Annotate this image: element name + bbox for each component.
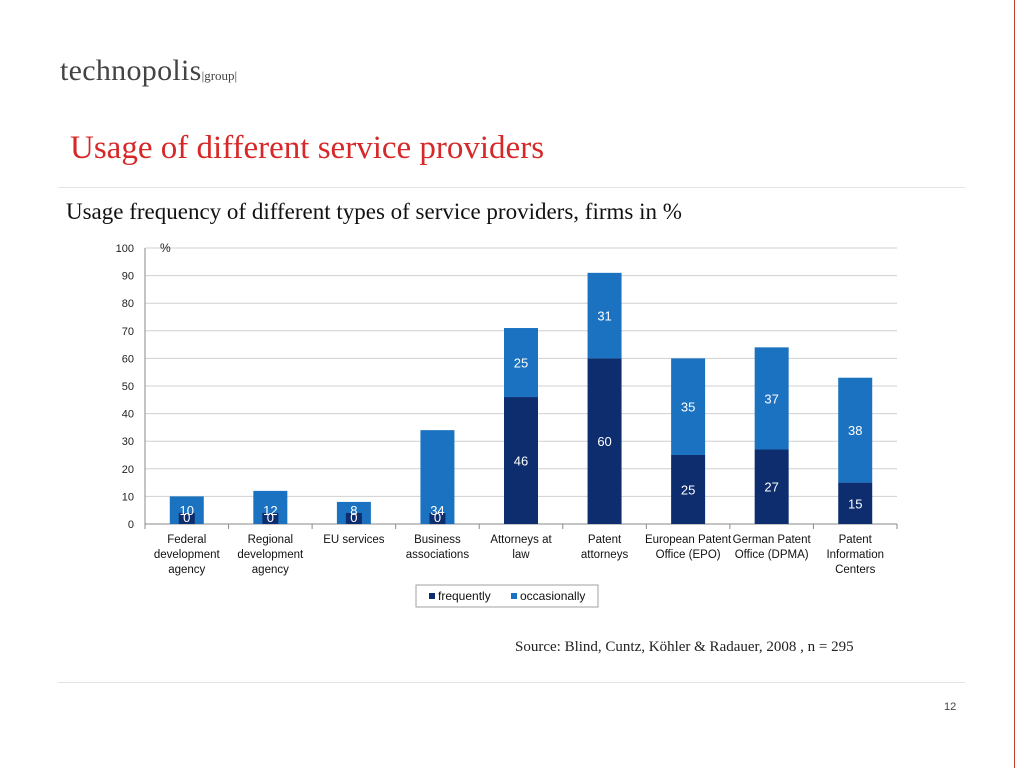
data-label-frequently: 25 (681, 483, 695, 498)
bar-frequently (587, 358, 622, 524)
right-edge-rule (1014, 0, 1015, 768)
x-category-label: Patent attorneys (581, 534, 629, 561)
legend-swatch-occasionally (511, 593, 517, 599)
x-category-label: Regional development agency (237, 534, 304, 576)
data-label-occasionally: 38 (848, 423, 862, 438)
legend-label-frequently: frequently (438, 589, 491, 603)
data-label-frequently: 27 (764, 480, 778, 495)
y-tick-label: 10 (122, 491, 134, 503)
x-category-label: Federal development agency (154, 534, 221, 576)
y-tick-label: 30 (122, 436, 134, 448)
data-label-frequently: 0 (183, 510, 190, 525)
data-label-frequently: 0 (350, 510, 357, 525)
page-number: 12 (944, 701, 957, 713)
slide-title: Usage of different service providers (70, 130, 545, 166)
data-label-frequently: 15 (848, 496, 862, 511)
y-tick-label: 20 (122, 464, 134, 476)
data-label-occasionally: 35 (681, 400, 695, 415)
bar-frequently (671, 455, 706, 524)
technopolis-logo: technopolis|group| (60, 54, 237, 88)
data-label-occasionally: 8 (350, 503, 357, 518)
logo-wordmark: technopolis (60, 54, 202, 87)
zero-value-marker (178, 512, 195, 524)
y-tick-label: 70 (122, 326, 134, 338)
data-label-occasionally: 25 (514, 356, 528, 371)
bar-occasionally (754, 347, 789, 450)
y-tick-label: 40 (122, 409, 134, 421)
data-label-frequently: 0 (434, 510, 441, 525)
source-note: Source: Blind, Cuntz, Köhler & Radauer, … (515, 639, 854, 655)
bar-occasionally (587, 272, 622, 359)
zero-value-marker (345, 512, 362, 524)
zero-value-marker (429, 512, 446, 524)
x-category-label: European Patent Office (EPO) (645, 534, 732, 561)
bar-occasionally (504, 328, 538, 398)
bar-frequently (838, 482, 873, 524)
zero-value-marker (262, 512, 279, 524)
logo-group-tag: |group| (201, 68, 238, 83)
legend-swatch-frequently (429, 593, 435, 599)
y-tick-label: 80 (122, 298, 134, 310)
footer-divider (58, 682, 965, 683)
data-label-occasionally: 12 (263, 503, 277, 518)
bar-occasionally (838, 377, 873, 483)
bar-frequently (754, 449, 789, 524)
data-label-occasionally: 31 (597, 309, 611, 324)
x-category-label: Business associations (406, 534, 470, 561)
x-category-label: EU services (323, 534, 385, 546)
legend-box (415, 584, 599, 608)
legend-label-occasionally: occasionally (520, 589, 585, 603)
y-axis-unit-label: % (160, 241, 171, 255)
bar-occasionally (420, 430, 455, 524)
title-divider (58, 187, 965, 188)
y-tick-label: 60 (122, 353, 134, 365)
bar-frequently (504, 397, 538, 524)
y-tick-label: 0 (128, 519, 134, 531)
y-tick-label: 90 (122, 271, 134, 283)
data-label-frequently: 46 (514, 454, 528, 469)
x-category-label: German Patent Office (DPMA) (733, 534, 812, 561)
data-label-occasionally: 37 (764, 391, 778, 406)
data-label-occasionally: 34 (430, 503, 444, 518)
x-category-label: Attorneys at law (490, 534, 552, 561)
data-label-frequently: 0 (267, 510, 274, 525)
x-category-label: Patent Information Centers (826, 534, 884, 576)
data-label-occasionally: 10 (180, 503, 194, 518)
y-tick-label: 100 (116, 243, 134, 255)
bar-occasionally (671, 358, 706, 455)
data-label-frequently: 60 (597, 434, 611, 449)
y-tick-label: 50 (122, 381, 134, 393)
chart-subtitle: Usage frequency of different types of se… (66, 199, 682, 224)
